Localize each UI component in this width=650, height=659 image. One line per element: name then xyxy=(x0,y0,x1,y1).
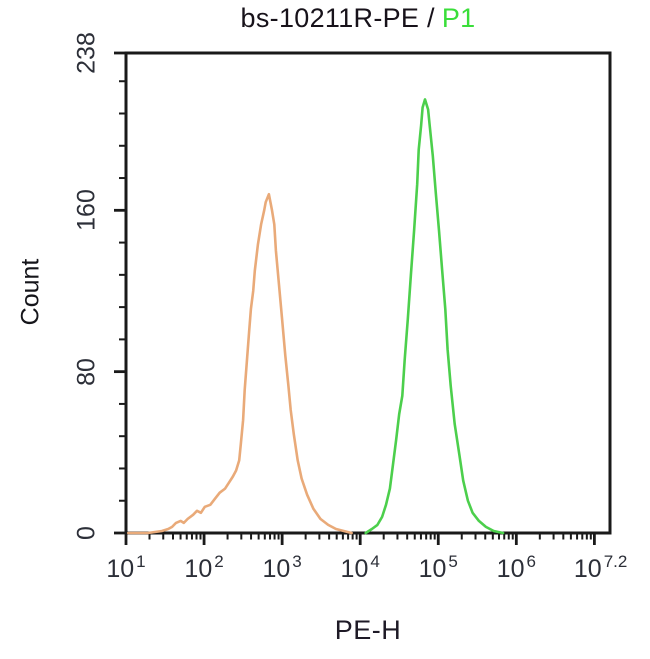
chart-title-main: bs-10211R-PE / xyxy=(240,3,435,33)
y-tick-label: 80 xyxy=(72,357,101,386)
curve-negative-control xyxy=(127,192,353,535)
x-tick-label: 10 5 xyxy=(418,552,458,583)
x-tick-label: 10 2 xyxy=(184,552,224,583)
x-tick-label: 10 4 xyxy=(340,552,380,583)
x-tick-label: 10 1 xyxy=(106,552,146,583)
plot-frame xyxy=(124,51,612,535)
x-tick-label: 10 3 xyxy=(262,552,302,583)
y-tick-label: 238 xyxy=(72,32,101,74)
gate-label: P1 xyxy=(441,3,476,33)
y-tick-label: 0 xyxy=(72,526,101,540)
chart-title: bs-10211R-PE / P1 xyxy=(110,3,606,34)
y-tick-label: 160 xyxy=(72,189,101,232)
curve-P1 xyxy=(364,98,505,535)
x-axis-title: PE-H xyxy=(334,615,402,645)
x-tick-label: 10 7.2 xyxy=(573,552,628,583)
x-tick-label: 10 6 xyxy=(496,552,536,583)
